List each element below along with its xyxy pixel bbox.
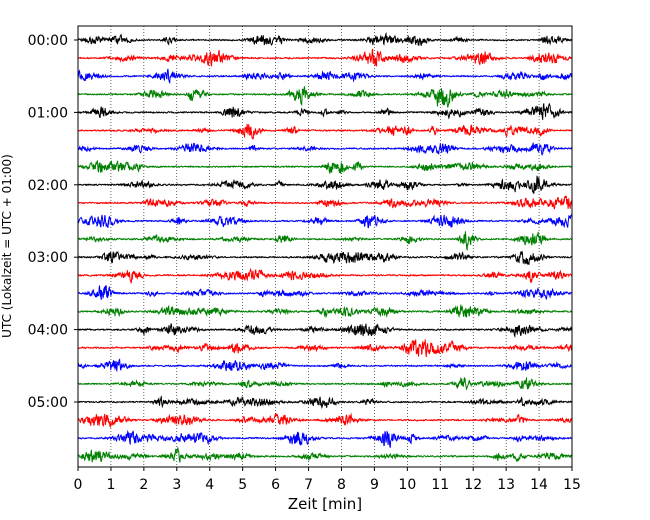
trace-0400 bbox=[77, 322, 573, 338]
trace-0015 bbox=[77, 48, 573, 67]
trace-0115 bbox=[77, 123, 573, 140]
x-tick-label-12: 12 bbox=[464, 477, 482, 493]
trace-0230 bbox=[77, 212, 573, 229]
x-tick-label-11: 11 bbox=[431, 477, 449, 493]
x-tick-label-15: 15 bbox=[563, 477, 581, 493]
x-tick-label-0: 0 bbox=[74, 477, 83, 493]
trace-0000 bbox=[77, 31, 573, 46]
seismic-traces bbox=[77, 31, 573, 463]
x-tick-label-3: 3 bbox=[172, 477, 181, 493]
trace-0145 bbox=[77, 160, 573, 174]
trace-0515 bbox=[77, 412, 573, 429]
y-tick-label-00:00: 00:00 bbox=[28, 33, 68, 49]
x-tick-label-2: 2 bbox=[139, 477, 148, 493]
y-tick-label-01:00: 01:00 bbox=[28, 105, 68, 121]
trace-0200 bbox=[77, 175, 573, 194]
x-tick-label-1: 1 bbox=[106, 477, 115, 493]
y-tick-label-03:00: 03:00 bbox=[28, 250, 68, 266]
y-tick-label-02:00: 02:00 bbox=[28, 178, 68, 194]
y-tick-label-04:00: 04:00 bbox=[28, 323, 68, 339]
x-tick-label-8: 8 bbox=[337, 477, 346, 493]
x-axis-label: Zeit [min] bbox=[288, 495, 362, 513]
trace-0315 bbox=[77, 267, 573, 284]
y-tick-label-05:00: 05:00 bbox=[28, 395, 68, 411]
x-axis: 0 1 2 3 4 5 6 7 8 9 10 11 12 13 14 15 bbox=[74, 467, 581, 493]
x-tick-label-13: 13 bbox=[497, 477, 515, 493]
x-tick-label-6: 6 bbox=[271, 477, 280, 493]
trace-0245 bbox=[77, 231, 573, 251]
trace-0130 bbox=[77, 141, 573, 156]
trace-0530 bbox=[77, 429, 573, 448]
trace-0045 bbox=[77, 86, 573, 108]
x-tick-label-5: 5 bbox=[238, 477, 247, 493]
trace-0445 bbox=[77, 376, 573, 390]
plot-frame bbox=[77, 25, 573, 468]
trace-0345 bbox=[77, 304, 573, 319]
trace-0330 bbox=[77, 285, 573, 300]
x-tick-label-7: 7 bbox=[304, 477, 313, 493]
trace-0430 bbox=[77, 358, 573, 372]
y-axis: 00:00 01:00 02:00 03:00 04:00 05:00 bbox=[28, 33, 78, 411]
y-axis-label: UTC (Lokalzeit = UTC + 01:00) bbox=[0, 154, 14, 338]
x-tick-label-10: 10 bbox=[398, 477, 416, 493]
trace-0100 bbox=[77, 103, 573, 120]
trace-0215 bbox=[77, 195, 573, 210]
trace-0500 bbox=[77, 395, 573, 410]
trace-0545 bbox=[77, 446, 573, 463]
x-tick-label-4: 4 bbox=[205, 477, 214, 493]
x-tick-label-14: 14 bbox=[530, 477, 548, 493]
trace-0415 bbox=[77, 339, 573, 358]
x-tick-label-9: 9 bbox=[370, 477, 379, 493]
trace-0030 bbox=[77, 68, 573, 84]
trace-0300 bbox=[77, 250, 573, 266]
